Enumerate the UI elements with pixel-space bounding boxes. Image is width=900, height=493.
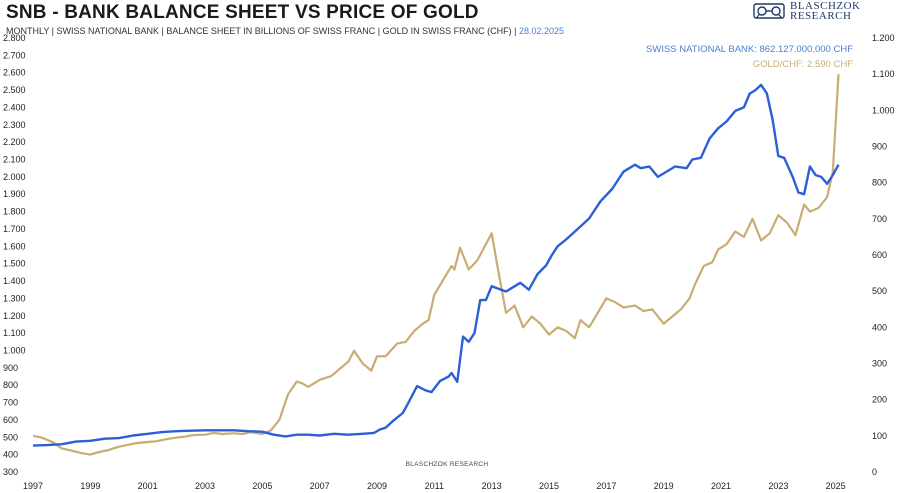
x-tick-label: 1997 [23, 481, 43, 491]
right-axis: 0 100 200 300 400 500 600 700 800 900 1.000 1.100 1.… [872, 33, 895, 477]
right-tick-label: 700 [872, 214, 887, 224]
subtitle-date: 28.02.2025 [518, 26, 564, 36]
right-tick-label: 900 [872, 142, 887, 152]
left-tick-label: 2.000 [3, 172, 26, 182]
right-tick-label: 800 [872, 178, 887, 188]
left-tick-label: 1.900 [3, 189, 26, 199]
gold-chf-line [32, 74, 840, 456]
left-tick-label: 2.700 [3, 50, 26, 60]
watermark-text: BLASCHZOK RESEARCH [406, 461, 489, 468]
right-tick-label: 300 [872, 359, 887, 369]
left-tick-label: 400 [3, 450, 18, 460]
snb-balance-line [32, 83, 840, 447]
x-tick-label: 2003 [195, 481, 215, 491]
left-tick-label: 1.800 [3, 207, 26, 217]
brand-logo: BLASCHZOK RESEARCH [752, 1, 897, 23]
chart-subtitle: MONTHLY | SWISS NATIONAL BANK | BALANCE … [6, 26, 564, 36]
left-tick-label: 2.400 [3, 102, 26, 112]
left-tick-label: 2.100 [3, 155, 26, 165]
left-tick-label: 900 [3, 363, 18, 373]
x-tick-label: 2005 [252, 481, 272, 491]
left-axis: 300 400 500 600 700 800 900 1.000 1.100 1.200 1.30… [3, 33, 26, 477]
x-tick-label: 2001 [138, 481, 158, 491]
right-tick-label: 500 [872, 286, 887, 296]
left-tick-label: 300 [3, 467, 18, 477]
left-tick-label: 2.800 [3, 33, 26, 43]
left-tick-label: 500 [3, 432, 18, 442]
x-tick-label: 2007 [310, 481, 330, 491]
x-tick-label: 2019 [654, 481, 674, 491]
logo-text: BLASCHZOK RESEARCH [790, 0, 861, 22]
right-tick-label: 600 [872, 250, 887, 260]
x-tick-label: 2013 [482, 481, 502, 491]
left-tick-label: 1.300 [3, 293, 26, 303]
right-tick-label: 400 [872, 322, 887, 332]
left-tick-label: 2.600 [3, 68, 26, 78]
left-tick-label: 2.500 [3, 85, 26, 95]
right-tick-label: 1.200 [872, 33, 895, 43]
left-tick-label: 1.100 [3, 328, 26, 338]
left-tick-label: 1.400 [3, 276, 26, 286]
x-tick-label: 2017 [596, 481, 616, 491]
left-tick-label: 1.000 [3, 345, 26, 355]
logo-line-1: BLASCHZOK [790, 0, 861, 12]
left-tick-label: 700 [3, 398, 18, 408]
x-axis: 1997 1999 2001 2003 2005 2007 2009 2011 2013 2015… [23, 481, 846, 491]
legend-snb: SWISS NATIONAL BANK: 862.127.000.000 CHF [646, 44, 853, 55]
x-tick-label: 2023 [768, 481, 788, 491]
x-tick-label: 2011 [425, 481, 444, 491]
left-tick-label: 2.200 [3, 137, 26, 147]
left-tick-label: 600 [3, 415, 18, 425]
logo-mark-icon [753, 3, 785, 19]
right-tick-label: 1.000 [872, 105, 895, 115]
left-tick-label: 1.200 [3, 311, 26, 321]
left-tick-label: 800 [3, 380, 18, 390]
x-tick-label: 1999 [80, 481, 100, 491]
logo-line-2: RESEARCH [790, 10, 852, 22]
chart-title: SNB - BANK BALANCE SHEET VS PRICE OF GOL… [6, 2, 479, 23]
right-tick-label: 200 [872, 395, 887, 405]
x-tick-label: 2009 [367, 481, 387, 491]
x-tick-label: 2015 [539, 481, 559, 491]
legend-gold: GOLD/CHF: 2.590 CHF [753, 59, 853, 70]
left-tick-label: 1.500 [3, 259, 26, 269]
x-tick-label: 2025 [826, 481, 846, 491]
left-tick-label: 2.300 [3, 120, 26, 130]
right-tick-label: 0 [872, 467, 877, 477]
right-tick-label: 100 [872, 431, 887, 441]
left-tick-label: 1.700 [3, 224, 26, 234]
left-tick-label: 1.600 [3, 241, 26, 251]
subtitle-text: MONTHLY | SWISS NATIONAL BANK | BALANCE … [6, 26, 517, 36]
x-tick-label: 2021 [711, 481, 731, 491]
right-tick-label: 1.100 [872, 69, 895, 79]
